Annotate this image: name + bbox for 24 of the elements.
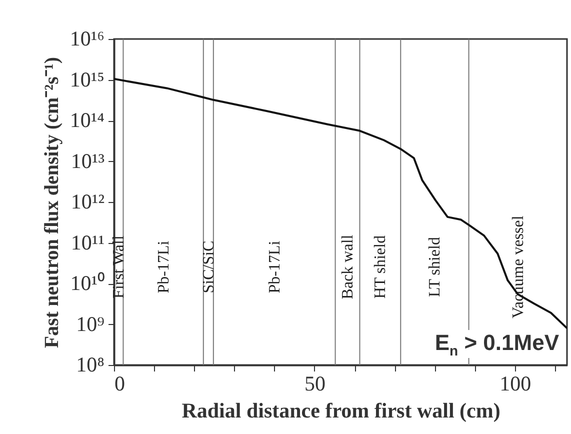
annotation: Pb-17Li <box>266 240 284 294</box>
annotation: SiC/SiC <box>200 240 218 294</box>
annotation: First Wall <box>110 235 128 298</box>
x-tick-label: 100 <box>500 372 532 396</box>
annotation: LT shield <box>426 236 444 298</box>
y-tick-label: 10¹⁵ <box>70 67 104 92</box>
y-tick-label: 10⁸ <box>76 352 104 376</box>
annotation: HT shield <box>372 235 390 299</box>
y-tick-label: 10¹³ <box>70 148 104 173</box>
x-axis-title: Radial distance from first wall (cm) <box>182 398 500 422</box>
y-tick-label: 10¹⁰ <box>70 271 104 295</box>
y-tick-label: 10¹¹ <box>70 230 104 254</box>
annotation: Back wall <box>340 234 357 300</box>
annotation: E$_{n}$ > 0.1MeV <box>432 330 561 358</box>
x-tick-label: 50 <box>304 372 326 396</box>
y-tick-label: 10¹⁶ <box>70 26 104 50</box>
annotation: Pb-17Li <box>155 240 172 294</box>
y-tick-label: 10¹² <box>70 190 104 214</box>
y-axis-title: Fast neutron flux density (cm⁻²s⁻¹) <box>40 56 63 348</box>
annotation: Vacuume vessel <box>510 215 527 318</box>
y-tick-label: 10¹⁴ <box>70 108 104 132</box>
y-tick-label: 10⁹ <box>76 312 104 336</box>
line-series <box>114 78 567 330</box>
x-tick-label: 0 <box>114 372 125 396</box>
